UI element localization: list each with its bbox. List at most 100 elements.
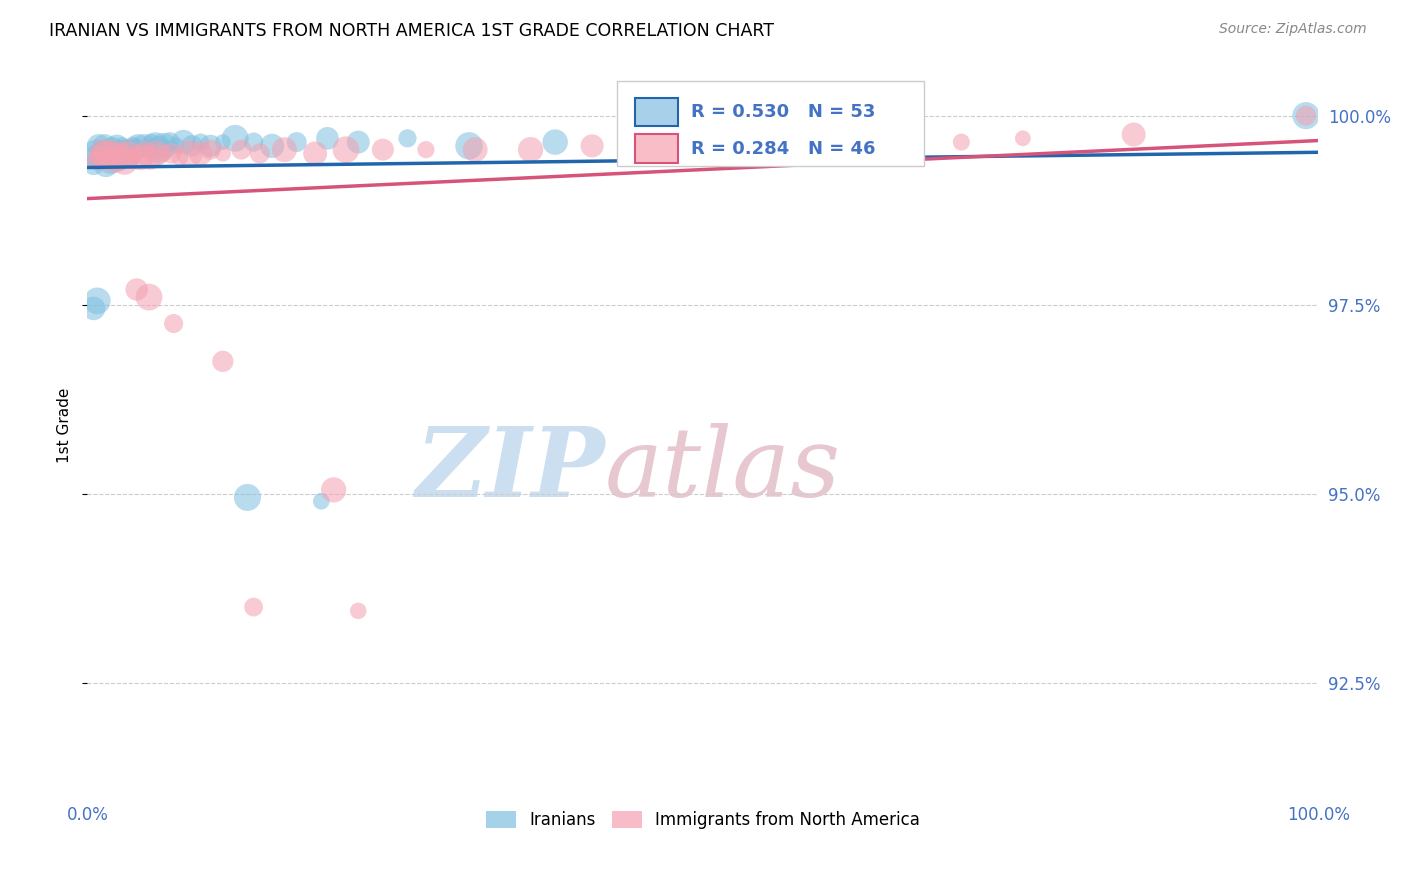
Point: [1122, 128, 1144, 142]
Point: [179, 146, 201, 161]
Point: [111, 139, 134, 153]
Point: [96, 143, 118, 157]
Point: [91, 150, 114, 164]
Point: [115, 143, 138, 157]
Point: [458, 139, 481, 153]
Point: [86, 146, 108, 161]
Point: [889, 135, 911, 149]
Point: [101, 143, 124, 157]
Point: [86, 150, 108, 164]
Point: [83, 158, 105, 172]
Point: [120, 146, 142, 161]
Point: [103, 153, 125, 168]
Point: [108, 143, 131, 157]
Point: [160, 146, 183, 161]
Point: [132, 139, 155, 153]
Point: [335, 143, 357, 157]
Point: [101, 139, 124, 153]
Point: [162, 317, 184, 331]
Point: [112, 153, 135, 168]
Point: [104, 146, 127, 161]
Point: [371, 143, 394, 157]
Point: [950, 135, 973, 149]
Point: [83, 153, 105, 168]
Point: [107, 153, 129, 168]
Point: [311, 494, 333, 508]
Point: [643, 139, 665, 153]
Point: [84, 146, 107, 161]
Point: [136, 143, 159, 157]
Point: [190, 146, 212, 161]
Point: [125, 283, 148, 297]
Text: atlas: atlas: [605, 423, 841, 517]
Text: R = 0.284   N = 46: R = 0.284 N = 46: [690, 139, 875, 158]
Point: [98, 146, 121, 161]
Point: [152, 146, 174, 161]
Point: [124, 143, 146, 157]
Point: [544, 135, 567, 149]
Point: [1295, 109, 1317, 123]
Point: [110, 150, 132, 164]
Point: [200, 139, 222, 153]
Point: [121, 150, 143, 164]
Point: [236, 491, 259, 505]
Point: [129, 150, 152, 164]
Point: [249, 146, 271, 161]
Point: [211, 146, 233, 161]
Point: [152, 139, 174, 153]
Point: [96, 146, 118, 161]
Text: R = 0.530   N = 53: R = 0.530 N = 53: [690, 103, 875, 121]
Point: [124, 146, 146, 161]
Point: [94, 158, 117, 172]
Point: [118, 150, 141, 164]
Point: [87, 139, 110, 153]
Point: [242, 135, 264, 149]
Point: [273, 143, 295, 157]
Point: [347, 135, 370, 149]
Point: [139, 150, 162, 164]
Point: [262, 139, 284, 153]
Point: [231, 143, 253, 157]
Point: [211, 135, 233, 149]
Point: [103, 143, 125, 157]
Point: [134, 146, 156, 161]
Point: [105, 139, 128, 153]
Point: [91, 143, 114, 157]
Text: ZIP: ZIP: [415, 423, 605, 517]
FancyBboxPatch shape: [617, 81, 924, 166]
Point: [1295, 109, 1317, 123]
Point: [316, 131, 339, 145]
Point: [190, 135, 212, 149]
Point: [143, 139, 166, 153]
Point: [122, 139, 145, 153]
Point: [159, 135, 181, 149]
Point: [100, 153, 122, 168]
Point: [211, 354, 233, 368]
FancyBboxPatch shape: [636, 98, 678, 126]
Point: [704, 139, 727, 153]
Point: [93, 139, 115, 153]
Point: [464, 143, 486, 157]
Point: [827, 135, 849, 149]
Point: [145, 146, 167, 161]
Point: [90, 143, 112, 157]
FancyBboxPatch shape: [636, 135, 678, 162]
Point: [581, 139, 603, 153]
Text: Source: ZipAtlas.com: Source: ZipAtlas.com: [1219, 22, 1367, 37]
Point: [224, 131, 246, 145]
Point: [111, 143, 134, 157]
Point: [285, 135, 308, 149]
Point: [83, 301, 105, 316]
Point: [98, 150, 121, 164]
Point: [765, 139, 787, 153]
Point: [415, 143, 437, 157]
Point: [117, 146, 139, 161]
Point: [93, 153, 115, 168]
Point: [127, 139, 149, 153]
Point: [304, 146, 326, 161]
Point: [141, 135, 163, 149]
Point: [165, 139, 187, 153]
Point: [89, 150, 111, 164]
Point: [112, 146, 135, 161]
Point: [89, 153, 111, 168]
